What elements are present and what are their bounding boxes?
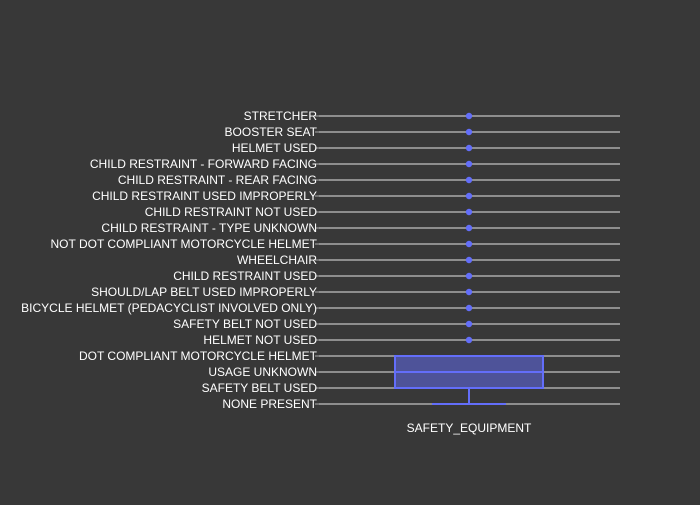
- x-axis-title: SAFETY_EQUIPMENT: [407, 421, 532, 435]
- y-tick-label: STRETCHER: [244, 109, 318, 123]
- outlier-point[interactable]: [465, 144, 473, 152]
- y-tick-label: WHEELCHAIR: [237, 253, 317, 267]
- outlier-point[interactable]: [465, 272, 473, 280]
- y-tick-label: SHOULD/LAP BELT USED IMPROPERLY: [91, 285, 317, 299]
- outlier-point[interactable]: [465, 288, 473, 296]
- outlier-point[interactable]: [465, 224, 473, 232]
- y-tick-label: HELMET USED: [232, 141, 317, 155]
- outlier-point[interactable]: [465, 160, 473, 168]
- y-tick-label: CHILD RESTRAINT - REAR FACING: [118, 173, 317, 187]
- category-labels: NONE PRESENT SAFETY BELT USED USAGE UNKNOW…: [21, 109, 318, 411]
- box-trace: [394, 355, 544, 405]
- y-tick-label: CHILD RESTRAINT - FORWARD FACING: [90, 157, 317, 171]
- outlier-point[interactable]: [465, 304, 473, 312]
- outlier-point[interactable]: [465, 208, 473, 216]
- y-tick-label: NOT DOT COMPLIANT MOTORCYCLE HELMET: [51, 237, 318, 251]
- y-tick-label: CHILD RESTRAINT USED IMPROPERLY: [92, 189, 317, 203]
- y-tick-label: HELMET NOT USED: [203, 333, 317, 347]
- y-tick-label: SAFETY BELT NOT USED: [173, 317, 317, 331]
- outlier-point[interactable]: [465, 192, 473, 200]
- y-tick-label: CHILD RESTRAINT USED: [173, 269, 317, 283]
- y-tick-label: CHILD RESTRAINT NOT USED: [145, 205, 318, 219]
- y-tick-label: DOT COMPLIANT MOTORCYCLE HELMET: [79, 349, 318, 363]
- y-tick-label: NONE PRESENT: [222, 397, 317, 411]
- y-tick-label: CHILD RESTRAINT - TYPE UNKNOWN: [101, 221, 317, 235]
- outlier-point[interactable]: [465, 320, 473, 328]
- outlier-point[interactable]: [465, 176, 473, 184]
- outlier-points: [465, 112, 473, 344]
- outlier-point[interactable]: [465, 256, 473, 264]
- outlier-point[interactable]: [465, 112, 473, 120]
- outlier-point[interactable]: [465, 336, 473, 344]
- y-tick-label: USAGE UNKNOWN: [208, 365, 317, 379]
- outlier-point[interactable]: [465, 240, 473, 248]
- y-tick-label: BICYCLE HELMET (PEDACYCLIST INVOLVED ONL…: [21, 301, 317, 315]
- y-tick-label: BOOSTER SEAT: [225, 125, 318, 139]
- y-tick-label: SAFETY BELT USED: [202, 381, 318, 395]
- outlier-point[interactable]: [465, 128, 473, 136]
